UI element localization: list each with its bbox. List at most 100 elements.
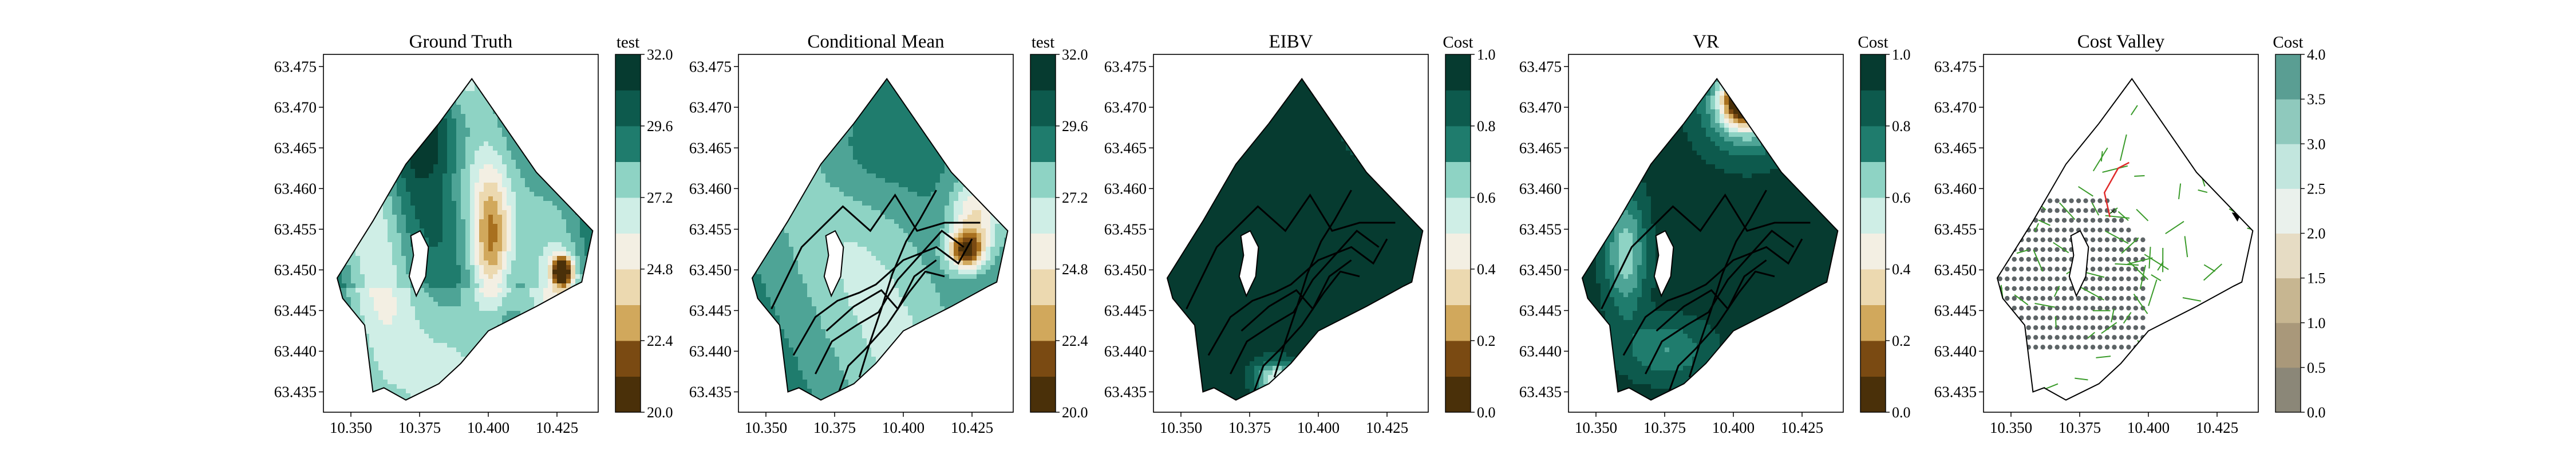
field-cell [392,352,397,357]
field-cell [497,141,503,147]
field-cell [479,242,484,247]
field-cell [456,54,461,60]
field-cell [397,132,402,137]
field-cell [475,96,480,101]
field-cell [415,178,420,183]
field-cell [397,160,402,165]
field-cell [497,210,503,215]
field-cell [497,380,503,385]
field-cell [438,343,443,348]
field-cell [465,238,471,243]
field-cell [346,151,351,156]
field-cell [374,151,379,156]
field-cell [429,352,434,357]
field-cell [337,78,342,82]
field-cell [337,187,342,192]
field-cell [516,86,521,92]
field-cell [452,86,457,92]
field-cell [378,105,384,110]
field-cell [584,306,590,311]
field-cell [342,352,347,357]
island-outline [408,230,429,298]
field-cell [415,123,420,128]
field-cell [557,206,562,211]
field-cell [410,334,416,339]
field-cell [470,325,475,330]
field-cell [346,146,351,151]
field-cell [562,242,567,247]
field-cell [424,348,429,353]
field-cell [442,242,448,247]
field-cell [360,256,365,261]
field-cell [378,352,384,357]
field-cell [566,247,571,252]
field-cell [539,274,544,279]
field-cell [575,86,580,92]
field-cell [388,169,393,174]
field-cell [562,402,567,408]
field-cell [465,141,471,147]
field-cell [548,315,553,321]
field-cell [415,169,420,174]
field-cell [397,279,402,284]
field-cell [530,96,535,101]
field-cell [346,320,351,325]
field-cell [557,297,562,302]
field-cell [488,325,493,330]
field-cell [406,274,411,279]
field-cell [383,160,388,165]
field-cell [557,141,562,147]
field-cell [548,306,553,311]
field-cell [465,320,471,325]
field-cell [433,109,438,114]
field-cell [543,105,548,110]
field-cell [323,338,329,344]
field-cell [543,320,548,325]
field-cell [530,352,535,357]
field-cell [424,238,429,243]
field-cell [575,325,580,330]
field-cell [438,315,443,321]
field-cell [497,137,503,142]
field-cell [589,64,594,69]
field-cell [479,82,484,87]
field-cell [323,82,329,87]
field-cell [397,137,402,142]
field-cell [484,228,489,234]
field-cell [584,338,590,344]
field-cell [369,100,374,105]
field-cell [539,329,544,334]
field-cell [383,407,388,412]
field-cell [401,325,406,330]
field-cell [580,114,585,119]
field-cell [433,86,438,92]
field-cell [392,169,397,174]
field-cell [470,361,475,366]
field-cell [470,206,475,211]
field-cell [420,123,425,128]
field-cell [580,251,585,256]
field-cell [511,325,516,330]
field-cell [346,123,351,128]
field-cell [743,325,748,330]
field-cell [530,128,535,133]
field-cell [488,137,493,142]
field-cell [369,329,374,334]
field-cell [378,192,384,197]
field-cell [507,160,512,165]
field-cell [429,132,434,137]
field-cell [557,59,562,64]
field-cell [346,407,351,412]
field-cell [566,146,571,151]
field-cell [351,192,356,197]
field-cell [433,100,438,105]
field-cell [738,100,744,105]
field-cell [452,183,457,188]
field-cell [406,224,411,229]
field-cell [397,86,402,92]
field-cell [743,137,748,142]
field-cell [410,82,416,87]
field-cell [507,407,512,412]
field-cell [447,370,452,376]
field-cell [342,320,347,325]
